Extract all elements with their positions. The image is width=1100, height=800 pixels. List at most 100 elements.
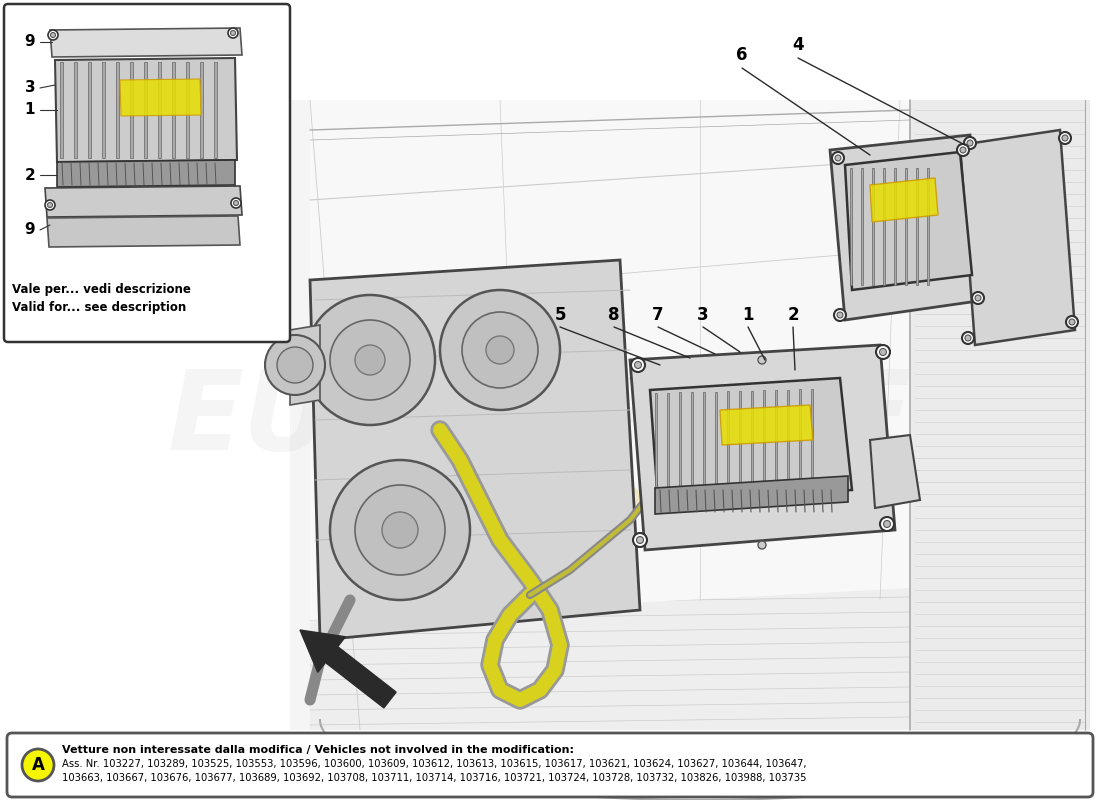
Polygon shape bbox=[720, 405, 813, 445]
Text: Valid for... see description: Valid for... see description bbox=[12, 302, 186, 314]
Polygon shape bbox=[727, 391, 729, 496]
Polygon shape bbox=[55, 58, 236, 162]
Text: EUROSPARES: EUROSPARES bbox=[167, 366, 992, 474]
Polygon shape bbox=[667, 393, 669, 498]
Circle shape bbox=[330, 320, 410, 400]
Polygon shape bbox=[200, 62, 204, 158]
Circle shape bbox=[305, 295, 434, 425]
Text: 8: 8 bbox=[608, 306, 619, 324]
Circle shape bbox=[637, 537, 644, 543]
Circle shape bbox=[355, 345, 385, 375]
Circle shape bbox=[231, 30, 235, 35]
Circle shape bbox=[47, 202, 53, 207]
Text: 6: 6 bbox=[736, 46, 748, 64]
Circle shape bbox=[880, 517, 894, 531]
Polygon shape bbox=[630, 345, 895, 550]
Polygon shape bbox=[50, 28, 242, 57]
Circle shape bbox=[837, 312, 843, 318]
Circle shape bbox=[265, 335, 324, 395]
Polygon shape bbox=[290, 325, 320, 405]
Circle shape bbox=[440, 290, 560, 410]
Polygon shape bbox=[861, 168, 864, 285]
Polygon shape bbox=[172, 62, 175, 158]
Polygon shape bbox=[703, 392, 705, 497]
Polygon shape bbox=[739, 391, 741, 496]
Circle shape bbox=[462, 312, 538, 388]
Polygon shape bbox=[186, 62, 189, 158]
Circle shape bbox=[965, 335, 971, 341]
Polygon shape bbox=[214, 62, 217, 158]
Circle shape bbox=[486, 336, 514, 364]
Polygon shape bbox=[910, 100, 1090, 730]
Circle shape bbox=[233, 201, 239, 206]
Polygon shape bbox=[927, 168, 930, 285]
Circle shape bbox=[960, 147, 966, 153]
Circle shape bbox=[635, 362, 641, 369]
Polygon shape bbox=[691, 392, 693, 497]
Polygon shape bbox=[894, 168, 896, 285]
FancyArrow shape bbox=[300, 630, 396, 708]
Polygon shape bbox=[74, 62, 77, 158]
Circle shape bbox=[758, 356, 766, 364]
Polygon shape bbox=[883, 168, 886, 285]
Polygon shape bbox=[916, 168, 918, 285]
Circle shape bbox=[957, 144, 969, 156]
Text: Vale per... vedi descrizione: Vale per... vedi descrizione bbox=[12, 283, 191, 297]
Circle shape bbox=[22, 749, 54, 781]
Polygon shape bbox=[158, 62, 161, 158]
Polygon shape bbox=[850, 168, 853, 285]
Polygon shape bbox=[654, 393, 657, 498]
Polygon shape bbox=[870, 178, 938, 222]
Polygon shape bbox=[47, 216, 240, 247]
Polygon shape bbox=[130, 62, 133, 158]
Polygon shape bbox=[786, 390, 789, 494]
Text: A passion...: A passion... bbox=[440, 476, 720, 524]
Polygon shape bbox=[905, 168, 908, 285]
Text: 4: 4 bbox=[792, 36, 804, 54]
Polygon shape bbox=[144, 62, 147, 158]
Polygon shape bbox=[715, 391, 717, 497]
Polygon shape bbox=[45, 186, 242, 217]
Polygon shape bbox=[290, 100, 1090, 730]
Circle shape bbox=[231, 198, 241, 208]
Text: 2: 2 bbox=[788, 306, 799, 324]
Polygon shape bbox=[57, 160, 235, 187]
FancyBboxPatch shape bbox=[4, 4, 290, 342]
Circle shape bbox=[382, 512, 418, 548]
Circle shape bbox=[880, 349, 887, 355]
Polygon shape bbox=[845, 152, 972, 290]
Text: 3: 3 bbox=[24, 81, 35, 95]
Circle shape bbox=[967, 140, 974, 146]
Text: 9: 9 bbox=[24, 34, 35, 50]
Text: 5: 5 bbox=[554, 306, 565, 324]
Circle shape bbox=[972, 292, 984, 304]
Polygon shape bbox=[60, 62, 63, 158]
Polygon shape bbox=[679, 392, 681, 498]
Text: Vetture non interessate dalla modifica / Vehicles not involved in the modificati: Vetture non interessate dalla modifica /… bbox=[62, 745, 574, 755]
Circle shape bbox=[48, 30, 58, 40]
Polygon shape bbox=[88, 62, 91, 158]
Polygon shape bbox=[310, 260, 640, 640]
Text: 1: 1 bbox=[742, 306, 754, 324]
Text: A: A bbox=[32, 756, 44, 774]
Circle shape bbox=[964, 137, 976, 149]
Text: 7: 7 bbox=[652, 306, 663, 324]
Circle shape bbox=[632, 533, 647, 547]
Polygon shape bbox=[310, 100, 1060, 620]
Circle shape bbox=[834, 309, 846, 321]
Polygon shape bbox=[870, 435, 920, 508]
Circle shape bbox=[45, 200, 55, 210]
Text: 1: 1 bbox=[24, 102, 35, 118]
Polygon shape bbox=[776, 390, 777, 495]
Circle shape bbox=[835, 155, 842, 161]
Polygon shape bbox=[872, 168, 875, 285]
Circle shape bbox=[277, 347, 313, 383]
Circle shape bbox=[228, 28, 238, 38]
Circle shape bbox=[1059, 132, 1071, 144]
Polygon shape bbox=[102, 62, 104, 158]
Circle shape bbox=[962, 332, 974, 344]
Text: 2: 2 bbox=[24, 167, 35, 182]
Circle shape bbox=[883, 521, 891, 527]
Circle shape bbox=[1062, 135, 1068, 141]
Text: Ass. Nr. 103227, 103289, 103525, 103553, 103596, 103600, 103609, 103612, 103613,: Ass. Nr. 103227, 103289, 103525, 103553,… bbox=[62, 759, 806, 769]
